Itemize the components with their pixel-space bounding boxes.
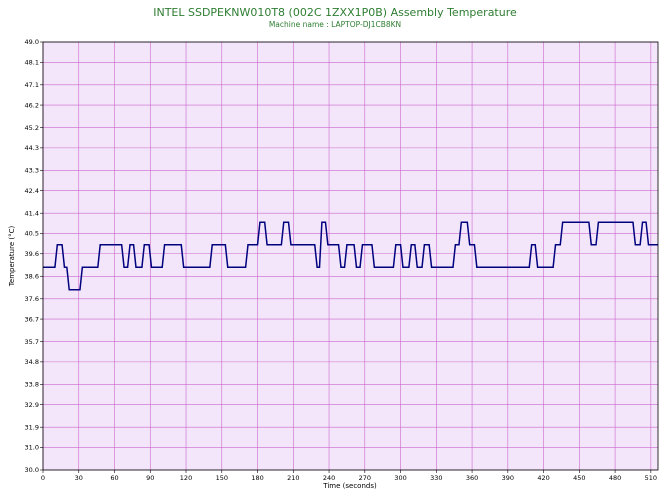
y-tick-label: 32.9 bbox=[25, 401, 39, 409]
x-tick-label: 150 bbox=[216, 474, 228, 482]
x-tick-label: 480 bbox=[609, 474, 621, 482]
y-tick-label: 46.2 bbox=[25, 101, 39, 109]
x-tick-label: 420 bbox=[537, 474, 549, 482]
y-tick-label: 33.8 bbox=[25, 381, 39, 389]
plot-border bbox=[42, 41, 659, 471]
x-tick-label: 510 bbox=[645, 474, 657, 482]
x-tick-label: 450 bbox=[573, 474, 585, 482]
y-tick-label: 40.5 bbox=[25, 230, 39, 238]
y-tick-label: 49.0 bbox=[25, 38, 39, 46]
y-tick-label: 48.1 bbox=[25, 58, 39, 66]
series-layer bbox=[43, 221, 658, 291]
x-tick-label: 90 bbox=[146, 474, 154, 482]
chart-subtitle: Machine name : LAPTOP-DJ1CB8KN bbox=[269, 20, 401, 29]
y-tick-label: 42.4 bbox=[25, 187, 39, 195]
x-tick-label: 390 bbox=[502, 474, 514, 482]
y-tick-label: 41.4 bbox=[25, 209, 39, 217]
y-tick-label: 39.6 bbox=[25, 250, 39, 258]
y-tick-label: 31.9 bbox=[25, 423, 39, 431]
axis-ticks: 30.0 31.0 31.9 32.9 33.8 34.8 35.7 36.7 37.6 38.6… bbox=[25, 38, 658, 482]
x-tick-label: 330 bbox=[430, 474, 442, 482]
plot-area bbox=[43, 42, 658, 470]
y-tick-label: 38.6 bbox=[25, 272, 39, 280]
x-tick-label: 270 bbox=[359, 474, 371, 482]
y-tick-label: 47.1 bbox=[25, 81, 39, 89]
y-tick-label: 37.6 bbox=[25, 295, 39, 303]
x-tick-label: 300 bbox=[394, 474, 406, 482]
y-tick-label: 45.2 bbox=[25, 124, 39, 132]
x-tick-label: 120 bbox=[180, 474, 192, 482]
grid-lines bbox=[42, 41, 658, 471]
x-tick-label: 240 bbox=[323, 474, 335, 482]
y-tick-label: 44.3 bbox=[25, 144, 39, 152]
temperature-series-line bbox=[43, 221, 658, 291]
x-tick-label: 360 bbox=[466, 474, 478, 482]
y-tick-label: 30.0 bbox=[25, 466, 39, 474]
y-tick-label: 43.3 bbox=[25, 167, 39, 175]
y-tick-label: 35.7 bbox=[25, 338, 39, 346]
x-tick-label: 60 bbox=[110, 474, 118, 482]
y-axis-label: Temperature (°C) bbox=[8, 226, 16, 288]
y-tick-label: 36.7 bbox=[25, 315, 39, 323]
x-tick-label: 0 bbox=[41, 474, 45, 482]
x-tick-label: 30 bbox=[75, 474, 83, 482]
x-axis-label: Time (seconds) bbox=[322, 482, 377, 490]
chart-title: INTEL SSDPEKNW010T8 (002C 1ZXX1P0B) Asse… bbox=[153, 6, 517, 19]
y-tick-label: 31.0 bbox=[25, 444, 39, 452]
x-tick-label: 180 bbox=[251, 474, 263, 482]
x-tick-label: 210 bbox=[287, 474, 299, 482]
y-tick-label: 34.8 bbox=[25, 358, 39, 366]
